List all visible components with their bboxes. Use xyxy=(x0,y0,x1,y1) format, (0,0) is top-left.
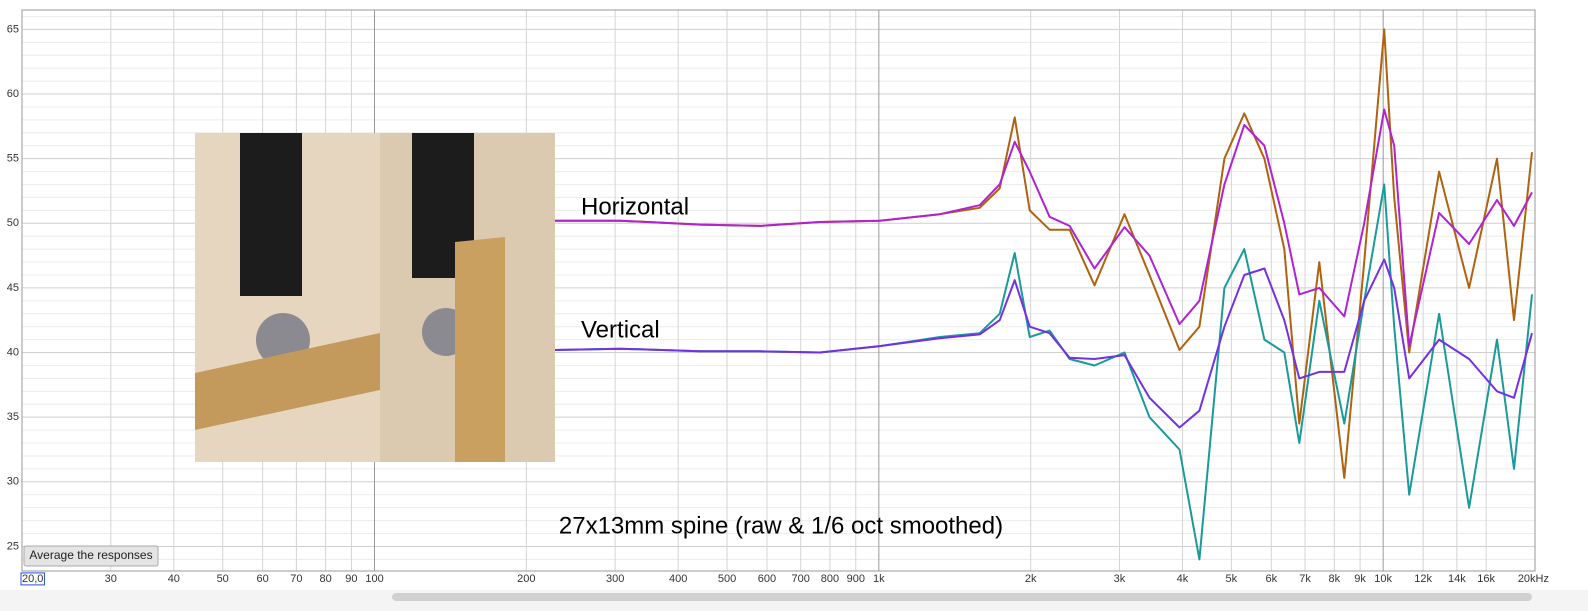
x-tick-label: 20kHz xyxy=(1518,573,1549,585)
annotation: Horizontal xyxy=(581,193,689,220)
lines xyxy=(554,28,1533,561)
y-tick-label: 50 xyxy=(7,217,19,229)
x-tick-label: 6k xyxy=(1265,573,1277,585)
scroll-thumb[interactable] xyxy=(392,593,1532,601)
x-tick-label: 600 xyxy=(758,573,776,585)
x-tick-label: 16k xyxy=(1477,573,1495,585)
button-label[interactable]: Average the responses xyxy=(29,548,152,562)
x-tick-label: 300 xyxy=(606,573,624,585)
photo-wood xyxy=(455,237,505,462)
x-tick-label: 7k xyxy=(1299,573,1311,585)
chart-title: 27x13mm spine (raw & 1/6 oct smoothed) xyxy=(559,512,1003,539)
y-tick-label: 55 xyxy=(7,153,19,165)
photo xyxy=(195,133,555,462)
photo-wood xyxy=(195,333,380,430)
x-tick-label: 800 xyxy=(821,573,839,585)
annotation: Vertical xyxy=(581,316,660,343)
x-tick-label: 20,0 xyxy=(22,573,43,585)
x-tick-label: 9k xyxy=(1354,573,1366,585)
x-tick-label: 14k xyxy=(1448,573,1466,585)
x-tick-label: 4k xyxy=(1177,573,1189,585)
y-tick-label: 30 xyxy=(7,476,19,488)
y-tick-label: 40 xyxy=(7,346,19,358)
y-tick-label: 65 xyxy=(7,23,19,35)
x-tick-label: 2k xyxy=(1025,573,1037,585)
x-tick-label: 8k xyxy=(1328,573,1340,585)
y-tick-label: 45 xyxy=(7,282,19,294)
x-tick-label: 10k xyxy=(1374,573,1392,585)
x-start-box xyxy=(20,572,45,586)
x-tick-label: 3k xyxy=(1114,573,1126,585)
x-tick-label: 200 xyxy=(517,573,535,585)
x-tick-label: 30 xyxy=(105,573,117,585)
plot-frame xyxy=(21,9,1536,572)
y-tick-label: 60 xyxy=(7,88,19,100)
y-tick-label: 35 xyxy=(7,411,19,423)
x-tick-label: 80 xyxy=(320,573,332,585)
x-tick-label: 400 xyxy=(669,573,687,585)
x-tick-label: 12k xyxy=(1414,573,1432,585)
x-tick-label: 100 xyxy=(365,573,383,585)
series-line xyxy=(554,258,1533,429)
x-tick-label: 60 xyxy=(257,573,269,585)
y-tick-label: 25 xyxy=(7,540,19,552)
x-tick-label: 5k xyxy=(1226,573,1238,585)
x-tick-label: 50 xyxy=(217,573,229,585)
button[interactable] xyxy=(23,545,159,567)
x-tick-label: 700 xyxy=(792,573,810,585)
photo-strap xyxy=(240,133,302,296)
x-tick-label: 900 xyxy=(847,573,865,585)
x-tick-label: 70 xyxy=(290,573,302,585)
x-tick-label: 90 xyxy=(345,573,357,585)
x-tick-label: 500 xyxy=(718,573,736,585)
x-tick-label: 40 xyxy=(168,573,180,585)
x-tick-label: 1k xyxy=(873,573,885,585)
series-line xyxy=(555,108,1533,348)
